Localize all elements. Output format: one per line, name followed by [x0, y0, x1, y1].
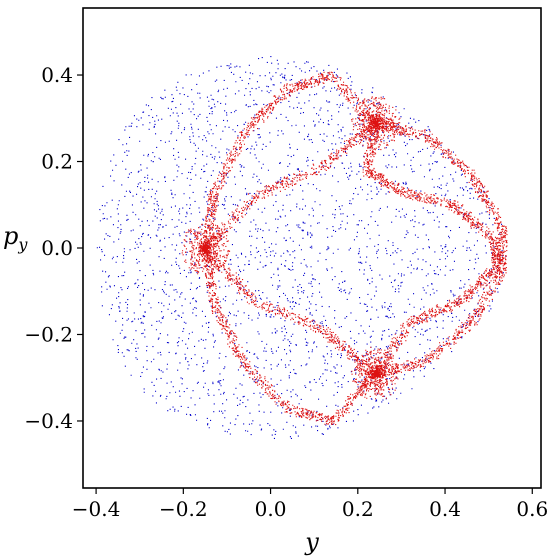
x-tick-label: 0.4 [429, 497, 461, 521]
x-tick-label: 0.6 [516, 497, 548, 521]
x-tick-label: −0.2 [159, 497, 208, 521]
y-axis-label-base: p [3, 222, 18, 250]
y-tick-label: 0.0 [41, 236, 73, 260]
y-axis-label: py [3, 222, 28, 254]
y-tick-label: 0.2 [41, 150, 73, 174]
x-axis-label: y [304, 528, 319, 556]
y-axis-label-subscript: y [17, 235, 28, 254]
x-axis-ticks: −0.4 −0.2 0.0 0.2 0.4 0.6 [72, 488, 548, 521]
x-tick-label: −0.4 [72, 497, 121, 521]
y-tick-label: −0.2 [24, 322, 73, 346]
y-tick-label: 0.4 [41, 63, 73, 87]
x-tick-label: 0.2 [342, 497, 374, 521]
y-tick-label: −0.4 [24, 409, 73, 433]
x-tick-label: 0.0 [255, 497, 287, 521]
y-axis-ticks: 0.4 0.2 0.0 −0.2 −0.4 [24, 63, 83, 433]
